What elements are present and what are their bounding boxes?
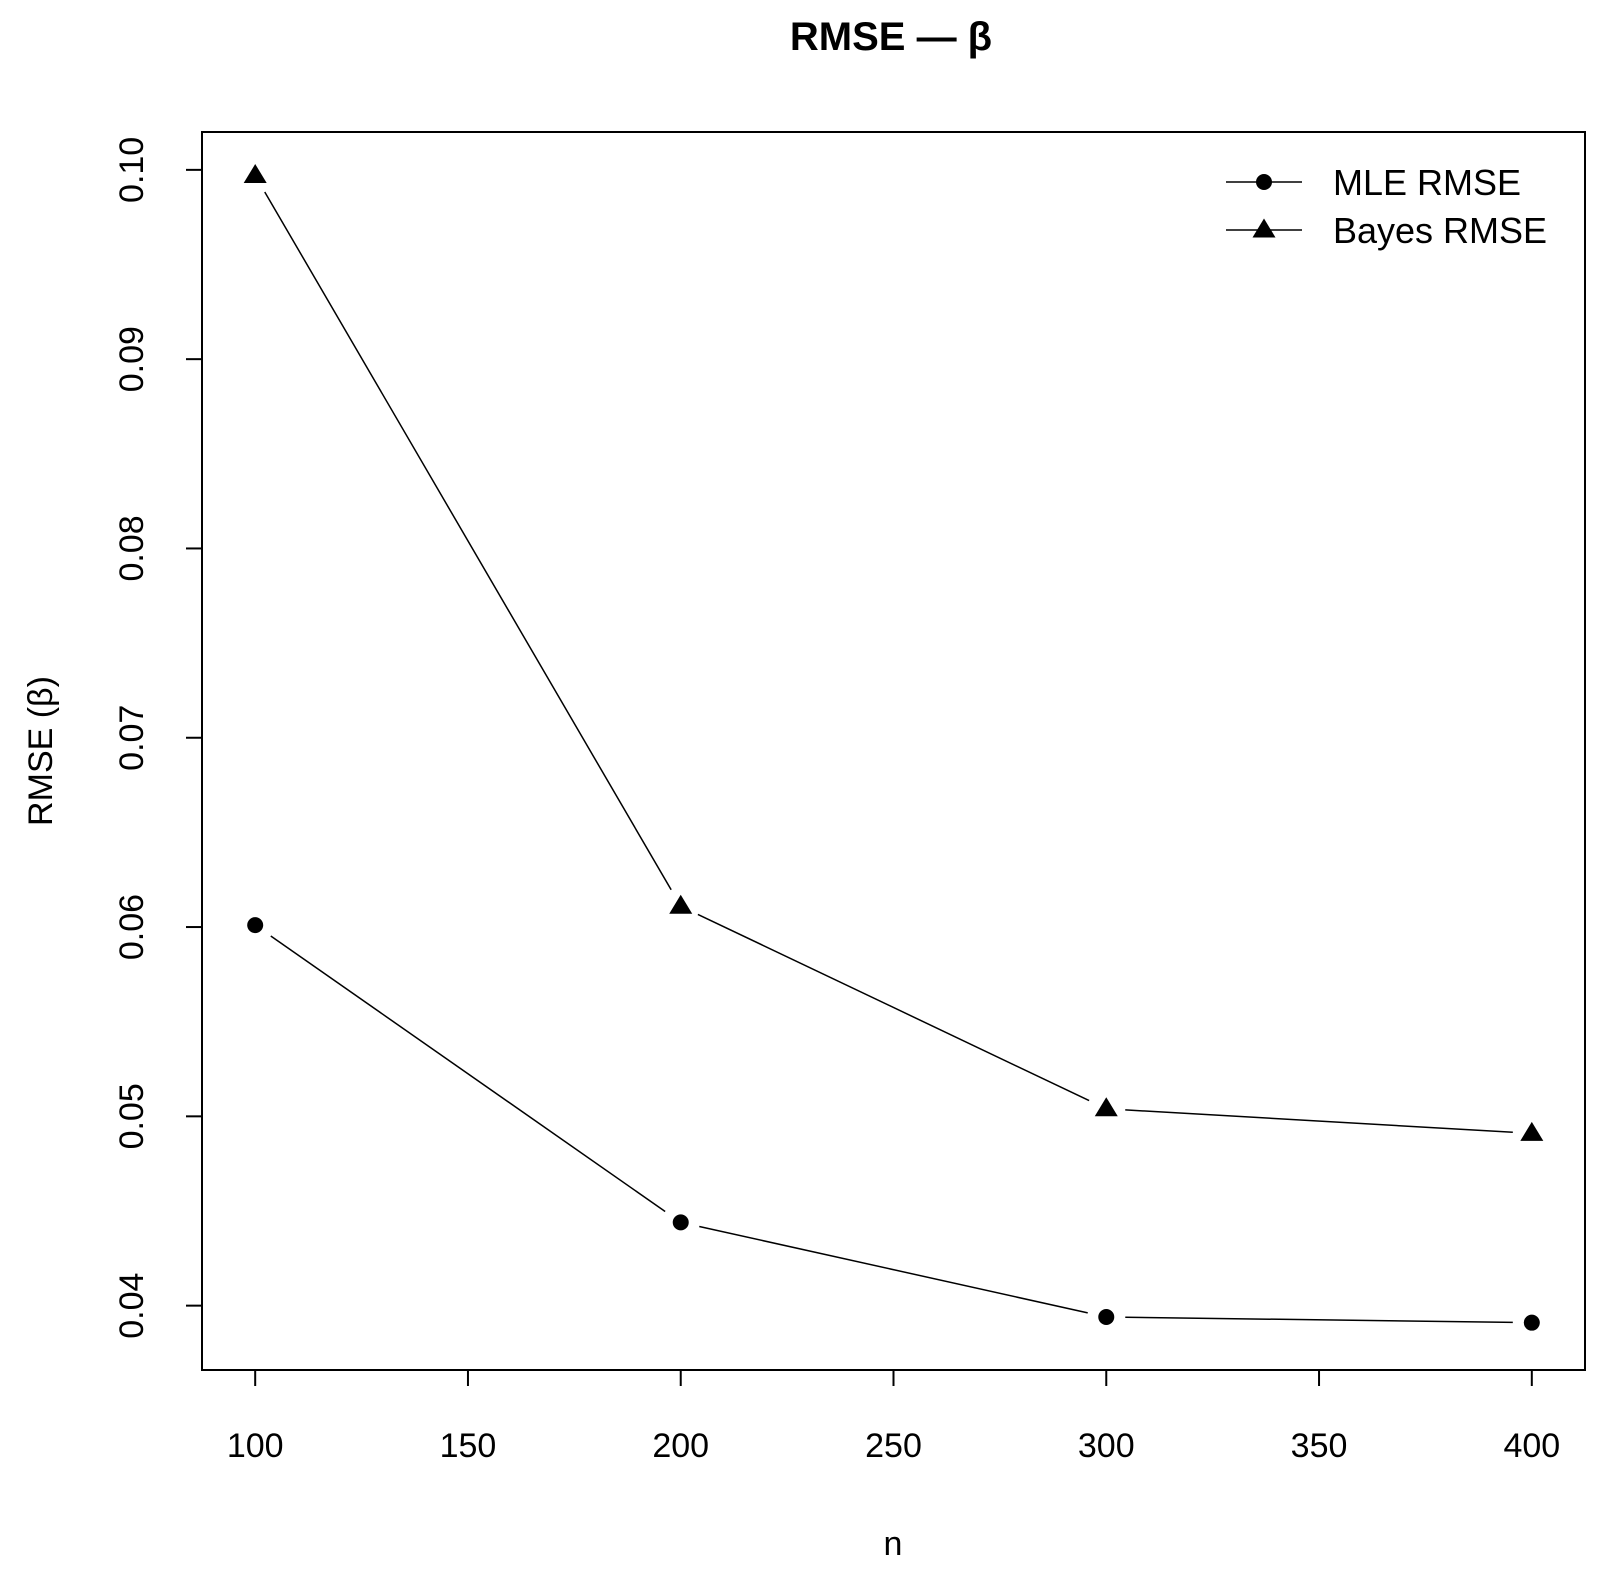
x-tick-label: 250	[865, 1427, 922, 1465]
y-tick-label: 0.05	[113, 1083, 151, 1149]
x-tick-label: 350	[1291, 1427, 1348, 1465]
data-point-triangle	[1520, 1121, 1544, 1141]
y-tick-label: 0.08	[113, 515, 151, 581]
series-segment	[699, 1225, 1088, 1314]
series-segment	[697, 913, 1090, 1102]
legend-item: MLE RMSE	[1226, 162, 1521, 203]
y-axis: 0.04 0.05 0.06 0.07 0.08 0.09 0.10	[113, 137, 203, 1339]
legend: MLE RMSE Bayes RMSE	[1226, 162, 1547, 251]
series-bayes	[243, 164, 1544, 1141]
legend-label: Bayes RMSE	[1333, 210, 1547, 251]
y-tick-label: 0.07	[113, 705, 151, 771]
series-segment	[264, 191, 672, 891]
data-point-triangle	[669, 894, 693, 914]
x-tick-label: 400	[1503, 1427, 1560, 1465]
y-tick-label: 0.09	[113, 326, 151, 392]
legend-label: MLE RMSE	[1333, 162, 1521, 203]
legend-marker	[1252, 218, 1276, 238]
y-axis-label: RMSE (β)	[22, 676, 60, 826]
series-mle	[247, 917, 1540, 1331]
x-tick-label: 150	[440, 1427, 497, 1465]
plot-frame	[201, 131, 1586, 1371]
x-axis-label: n	[884, 1525, 903, 1563]
y-tick-label: 0.04	[113, 1273, 151, 1339]
data-point-circle	[1098, 1308, 1115, 1325]
series-layer	[243, 164, 1544, 1331]
data-point-circle	[247, 917, 264, 934]
chart-title: RMSE — β	[790, 15, 992, 59]
series-segment	[1125, 1316, 1513, 1324]
legend-marker	[1256, 174, 1272, 190]
data-point-triangle	[243, 164, 267, 184]
series-segment	[270, 935, 666, 1213]
y-tick-label: 0.06	[113, 894, 151, 960]
x-tick-label: 100	[227, 1427, 284, 1465]
data-point-circle	[672, 1214, 689, 1231]
legend-item: Bayes RMSE	[1226, 210, 1547, 251]
data-point-circle	[1523, 1314, 1540, 1331]
data-point-triangle	[1094, 1097, 1118, 1117]
x-tick-label: 300	[1078, 1427, 1135, 1465]
series-segment	[1125, 1109, 1513, 1134]
x-tick-label: 200	[652, 1427, 709, 1465]
x-axis: 100 150 200 250 300 350 400	[227, 1369, 1560, 1465]
y-tick-label: 0.10	[113, 137, 151, 203]
